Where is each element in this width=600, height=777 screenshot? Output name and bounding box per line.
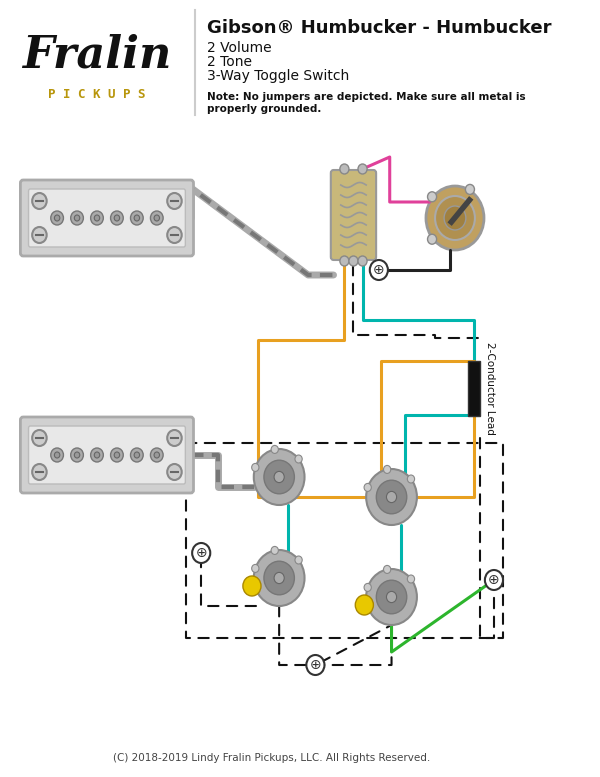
Circle shape [74,215,80,221]
FancyBboxPatch shape [331,170,376,260]
Circle shape [154,215,160,221]
Circle shape [134,215,140,221]
Circle shape [485,570,503,590]
Circle shape [167,464,182,480]
FancyBboxPatch shape [29,426,185,484]
Text: (C) 2018-2019 Lindy Fralin Pickups, LLC. All Rights Reserved.: (C) 2018-2019 Lindy Fralin Pickups, LLC.… [113,753,431,763]
Circle shape [110,211,123,225]
Circle shape [349,256,358,266]
Circle shape [355,595,373,615]
Circle shape [91,211,103,225]
Circle shape [94,215,100,221]
Circle shape [251,564,259,573]
Circle shape [383,566,391,573]
Circle shape [167,193,182,209]
Bar [467,361,481,416]
Circle shape [386,491,397,503]
Circle shape [114,452,119,458]
Circle shape [94,452,100,458]
Circle shape [364,483,371,491]
Circle shape [271,445,278,454]
Text: Fralin: Fralin [22,33,172,76]
Text: P I C K U P S: P I C K U P S [48,89,146,102]
Circle shape [254,550,305,606]
Circle shape [71,211,83,225]
Circle shape [251,463,259,472]
Circle shape [243,576,261,596]
Circle shape [274,472,284,483]
Circle shape [428,192,437,202]
Circle shape [340,164,349,174]
Circle shape [295,556,302,564]
Circle shape [295,455,302,463]
Circle shape [55,452,60,458]
Circle shape [131,211,143,225]
Circle shape [91,448,103,462]
Circle shape [358,164,367,174]
Circle shape [428,234,437,244]
Circle shape [32,193,47,209]
Circle shape [167,227,182,243]
Text: 2 Tone: 2 Tone [206,55,251,69]
Circle shape [167,430,182,446]
Circle shape [32,430,47,446]
FancyBboxPatch shape [20,417,194,493]
Text: 3-Way Toggle Switch: 3-Way Toggle Switch [206,69,349,83]
Circle shape [407,475,415,483]
Circle shape [271,546,278,555]
Circle shape [364,584,371,591]
Circle shape [376,480,407,514]
Circle shape [192,543,210,563]
Circle shape [264,460,295,494]
Circle shape [376,580,407,614]
Circle shape [444,206,466,230]
Text: ⊕: ⊕ [310,658,321,672]
Circle shape [366,569,417,625]
Circle shape [134,452,140,458]
Circle shape [51,448,64,462]
Circle shape [51,211,64,225]
Circle shape [114,215,119,221]
Circle shape [151,211,163,225]
Circle shape [307,655,325,675]
Circle shape [426,186,484,250]
Circle shape [32,464,47,480]
Circle shape [358,256,367,266]
Circle shape [55,215,60,221]
Circle shape [32,227,47,243]
Circle shape [274,573,284,584]
Circle shape [151,448,163,462]
Text: ⊕: ⊕ [196,546,207,560]
Circle shape [110,448,123,462]
Text: 2-Conductor Lead: 2-Conductor Lead [485,342,495,434]
FancyBboxPatch shape [29,189,185,247]
Text: Gibson® Humbucker - Humbucker: Gibson® Humbucker - Humbucker [206,19,551,37]
Circle shape [435,196,475,240]
Circle shape [466,184,475,194]
Circle shape [254,449,305,505]
Circle shape [154,452,160,458]
Circle shape [386,591,397,603]
Circle shape [383,465,391,473]
Text: ⊕: ⊕ [488,573,500,587]
Circle shape [407,575,415,583]
Circle shape [366,469,417,525]
Text: ⊕: ⊕ [373,263,385,277]
Text: Note: No jumpers are depicted. Make sure all metal is
properly grounded.: Note: No jumpers are depicted. Make sure… [206,92,525,113]
Circle shape [71,448,83,462]
Circle shape [74,452,80,458]
FancyBboxPatch shape [20,180,194,256]
Circle shape [131,448,143,462]
Circle shape [370,260,388,280]
Circle shape [264,561,295,595]
Circle shape [340,256,349,266]
Text: 2 Volume: 2 Volume [206,41,271,55]
